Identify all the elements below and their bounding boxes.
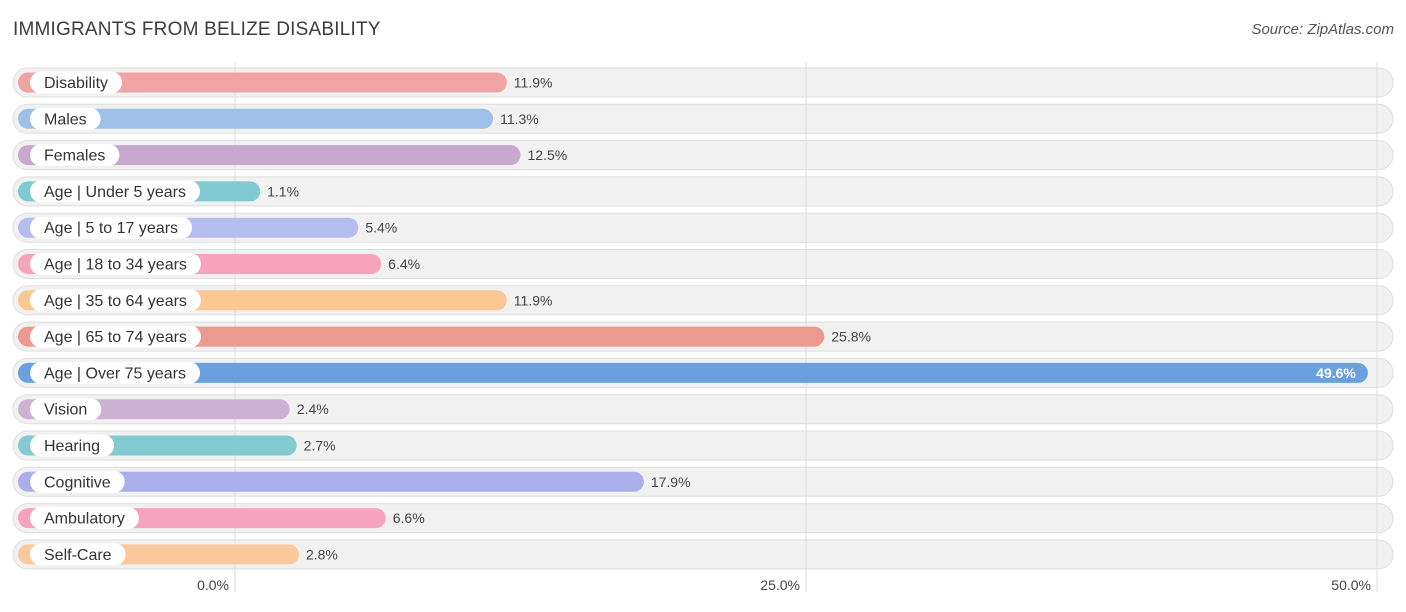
value-label: 12.5% [528,147,568,163]
x-tick-label: 25.0% [760,577,800,593]
bar [18,363,1368,383]
category-label: Age | 65 to 74 years [44,329,187,346]
category-label: Vision [44,402,87,419]
value-label: 5.4% [365,220,397,236]
value-label: 1.1% [267,183,299,199]
category-label: Cognitive [44,474,111,491]
category-label: Self-Care [44,547,112,564]
value-label: 2.7% [304,438,336,454]
value-label: 11.9% [514,292,553,308]
category-label: Hearing [44,438,100,455]
category-label: Females [44,148,105,165]
category-label: Age | Under 5 years [44,184,186,201]
value-label: 6.4% [388,256,420,272]
value-label: 25.8% [831,329,871,345]
bar-chart: Disability 11.9% Males 11.3% Females 12.5% Age… [0,0,1406,612]
category-label: Age | 18 to 34 years [44,257,187,274]
value-label: 49.6% [1316,365,1356,381]
x-tick-label: 0.0% [197,577,229,593]
x-tick-label: 50.0% [1331,577,1371,593]
value-label: 11.9% [514,75,553,91]
category-label: Males [44,111,87,128]
category-label: Age | Over 75 years [44,365,186,382]
value-label: 11.3% [500,111,539,127]
category-label: Ambulatory [44,511,125,528]
value-label: 6.6% [393,510,425,526]
value-label: 2.4% [297,401,329,417]
category-label: Age | 5 to 17 years [44,220,178,237]
category-label: Disability [44,75,108,92]
category-label: Age | 35 to 64 years [44,293,187,310]
value-label: 17.9% [651,474,691,490]
value-label: 2.8% [306,546,338,562]
